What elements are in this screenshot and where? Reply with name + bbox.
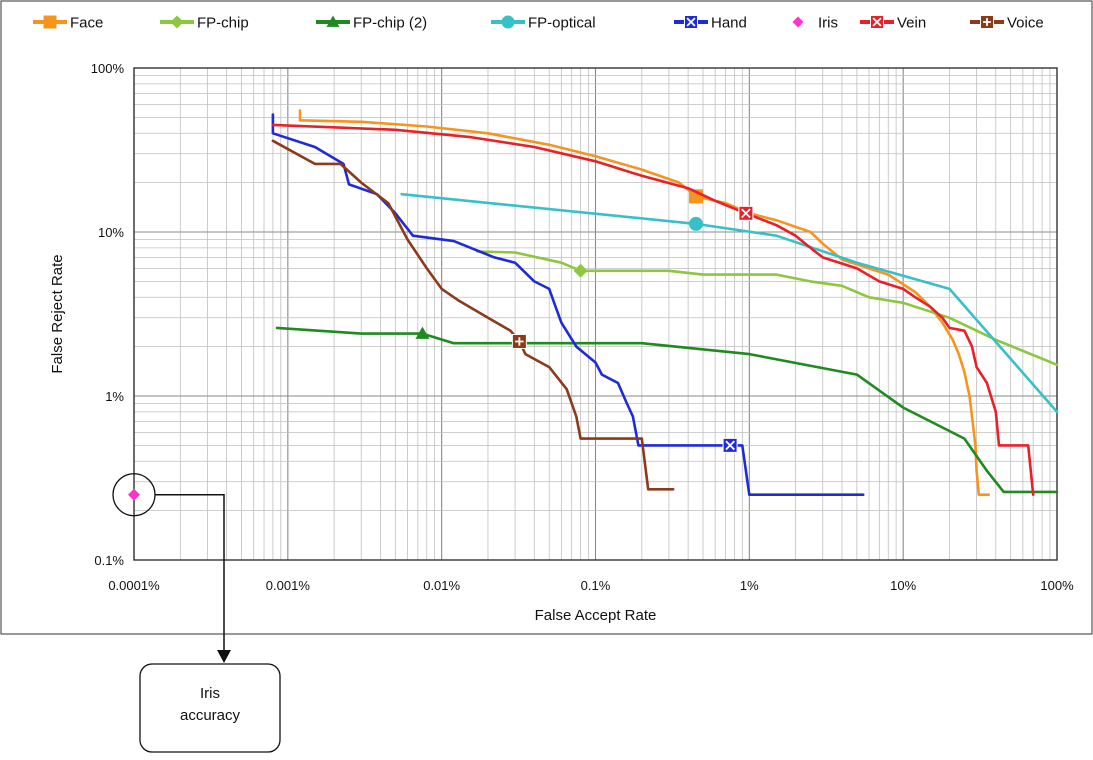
series-marker: [501, 15, 515, 29]
legend-item-fp-chip-2: FP-chip (2): [316, 15, 427, 32]
x-axis-title: False Accept Rate: [535, 607, 657, 624]
y-tick-label: 1%: [105, 389, 124, 404]
legend-item-hand: Hand: [674, 15, 747, 32]
y-axis-title: False Reject Rate: [49, 254, 66, 373]
tick-labels: 0.0001% 0.001% 0.01% 0.1% 1% 10% 100% 0.1% 1% 10%…: [91, 61, 1074, 593]
series-line-fp-optical: [400, 192, 1059, 414]
x-tick-label: 0.1%: [581, 578, 611, 593]
legend-item-fp-chip: FP-chip: [160, 15, 249, 32]
marker-cross: [686, 17, 696, 27]
x-tick-label: 0.001%: [266, 578, 311, 593]
callout-text-line-1: Iris: [200, 685, 220, 702]
legend-item-vein: Vein: [860, 15, 926, 32]
series-marker: [792, 16, 804, 28]
legend-item-voice: Voice: [970, 15, 1044, 32]
y-tick-label: 0.1%: [94, 553, 124, 568]
y-tick-label: 10%: [98, 225, 124, 240]
series-voice: [271, 139, 675, 491]
x-tick-label: 10%: [890, 578, 916, 593]
x-tick-label: 100%: [1040, 578, 1074, 593]
series-marker: [170, 15, 184, 29]
series-line-fp-chip-2: [275, 326, 1059, 494]
x-tick-label: 1%: [740, 578, 759, 593]
legend-label: Face: [70, 15, 103, 32]
series-marker: [415, 326, 430, 339]
legend-item-fp-optical: FP-optical: [491, 15, 596, 32]
series-line-vein: [271, 123, 1035, 497]
x-tick-label: 0.0001%: [108, 578, 160, 593]
series-hand: [271, 113, 865, 497]
legend-label: FP-chip (2): [353, 15, 427, 32]
y-tick-label: 100%: [91, 61, 125, 76]
plot-area: [133, 67, 1058, 561]
callout-box: [139, 663, 281, 753]
legend: Face FP-chip FP-chip (2) FP-optical Hand Iris…: [33, 15, 1044, 32]
series-marker: [573, 263, 588, 278]
legend-label: Vein: [897, 15, 926, 32]
series-marker: [128, 488, 140, 501]
series-marker: [326, 15, 340, 27]
legend-label: Iris: [818, 15, 838, 32]
series-marker: [688, 216, 703, 231]
series-line-fp-chip: [475, 250, 1059, 367]
marker-cross: [741, 208, 751, 219]
series-fp-chip: [475, 250, 1059, 367]
iris-callout: Iris accuracy: [112, 473, 281, 753]
legend-label: FP-chip: [197, 15, 249, 32]
callout-connector: [155, 493, 225, 652]
legend-label: FP-optical: [528, 15, 596, 32]
x-tick-label: 0.01%: [423, 578, 460, 593]
series-marker: [43, 15, 57, 29]
series-fp-optical: [400, 192, 1059, 414]
legend-item-face: Face: [33, 15, 103, 32]
legend-label: Hand: [711, 15, 747, 32]
marker-cross: [725, 440, 735, 451]
callout-text-line-2: accuracy: [180, 707, 241, 724]
series-iris: [128, 488, 140, 501]
legend-item-iris: Iris: [792, 15, 838, 32]
callout-arrowhead: [217, 650, 231, 663]
series-line-face: [298, 109, 991, 497]
legend-label: Voice: [1007, 15, 1044, 32]
marker-cross: [872, 17, 882, 27]
series-line-voice: [271, 139, 675, 491]
series-line-hand: [271, 113, 865, 497]
series-fp-chip-2: [275, 326, 1059, 494]
series-layer: [128, 109, 1059, 501]
series-vein: [271, 123, 1035, 497]
